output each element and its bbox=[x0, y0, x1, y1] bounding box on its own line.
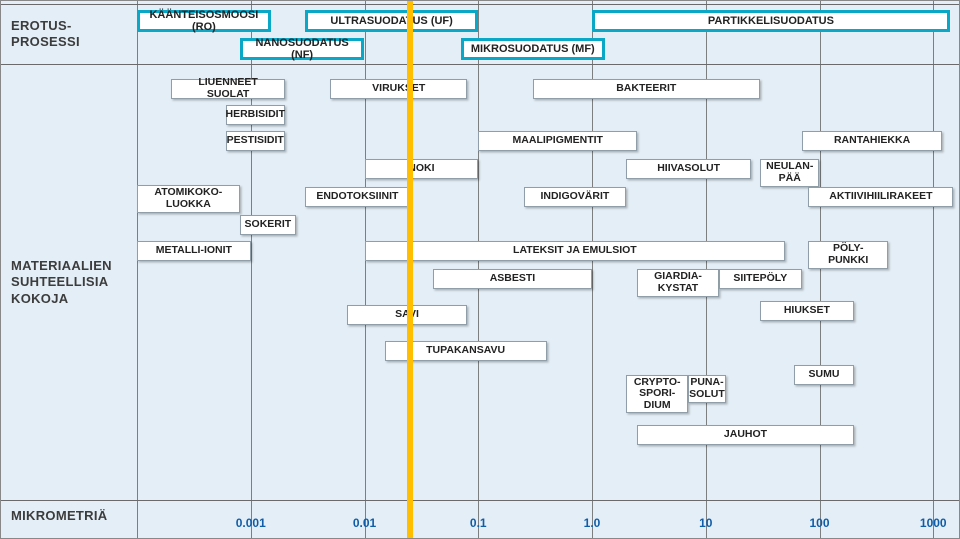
x-tick-label: 0.001 bbox=[236, 516, 266, 530]
size-spectrum-chart: 0.001 0.01 0.1 1.0 10 100 1000 KÄÄNTEISOSMOOSI … bbox=[0, 0, 960, 539]
material-range-box: AKTIIVIHIILIRAKEET bbox=[808, 187, 953, 207]
gridline bbox=[820, 1, 821, 538]
material-range-box: BAKTEERIT bbox=[533, 79, 761, 99]
material-range-box: METALLI-IONIT bbox=[137, 241, 251, 261]
material-range-box: JAUHOT bbox=[637, 425, 853, 445]
x-tick-label: 0.01 bbox=[353, 516, 376, 530]
material-range-box: HIIVASOLUT bbox=[626, 159, 751, 179]
process-range-box: MIKROSUODATUS (MF) bbox=[461, 38, 605, 60]
material-range-box: CRYPTO- SPORI- DIUM bbox=[626, 375, 688, 413]
material-range-box: HERBISIDIT bbox=[226, 105, 285, 125]
row-header-column: EROTUS- PROSESSI MATERIAALIEN SUHTEELLIS… bbox=[1, 1, 137, 538]
row-header-scale: MIKROMETRIÄ bbox=[11, 508, 131, 524]
material-range-box: MAALIPIGMENTIT bbox=[478, 131, 637, 151]
material-range-box: ATOMIKOKO- LUOKKA bbox=[137, 185, 240, 213]
row-header-process: EROTUS- PROSESSI bbox=[11, 18, 131, 51]
material-range-box: VIRUKSET bbox=[330, 79, 467, 99]
x-tick-label: 10 bbox=[699, 516, 712, 530]
material-range-box: LATEKSIT JA EMULSIOT bbox=[365, 241, 786, 261]
material-range-box: PUNA- SOLUT bbox=[688, 375, 726, 403]
material-range-box: PESTISIDIT bbox=[226, 131, 285, 151]
row-header-materials: MATERIAALIEN SUHTEELLISIA KOKOJA bbox=[11, 258, 131, 307]
material-range-box: LIUENNEET SUOLAT bbox=[171, 79, 285, 99]
material-range-box: NEULAN- PÄÄ bbox=[760, 159, 819, 187]
material-range-box: SOKERIT bbox=[240, 215, 296, 235]
material-range-box: GIARDIA- KYSTAT bbox=[637, 269, 718, 297]
material-range-box: NOKI bbox=[365, 159, 479, 179]
material-range-box: ASBESTI bbox=[433, 269, 592, 289]
section-divider bbox=[1, 64, 959, 65]
material-range-box: PÖLY- PUNKKI bbox=[808, 241, 888, 269]
x-tick-label: 1.0 bbox=[584, 516, 601, 530]
section-divider bbox=[1, 500, 959, 501]
process-range-box: ULTRASUODATUS (UF) bbox=[305, 10, 478, 32]
x-tick-label: 100 bbox=[809, 516, 829, 530]
material-range-box: HIUKSET bbox=[760, 301, 854, 321]
material-range-box: RANTAHIEKKA bbox=[802, 131, 942, 151]
section-divider bbox=[1, 4, 959, 5]
material-range-box: SIITEPÖLY bbox=[719, 269, 802, 289]
process-range-box: KÄÄNTEISOSMOOSI (RO) bbox=[137, 10, 271, 32]
plot-area: 0.001 0.01 0.1 1.0 10 100 1000 KÄÄNTEISOSMOOSI … bbox=[137, 1, 956, 538]
material-range-box: INDIGOVÄRIT bbox=[524, 187, 627, 207]
material-range-box: ENDOTOKSIINIT bbox=[305, 187, 410, 207]
x-tick-label: 0.1 bbox=[470, 516, 487, 530]
process-range-box: PARTIKKELISUODATUS bbox=[592, 10, 950, 32]
highlight-line bbox=[407, 1, 413, 538]
process-range-box: NANOSUODATUS (NF) bbox=[240, 38, 365, 60]
material-range-box: SUMU bbox=[794, 365, 853, 385]
gridline bbox=[137, 1, 138, 538]
gridline bbox=[933, 1, 934, 538]
x-tick-label: 1000 bbox=[920, 516, 947, 530]
